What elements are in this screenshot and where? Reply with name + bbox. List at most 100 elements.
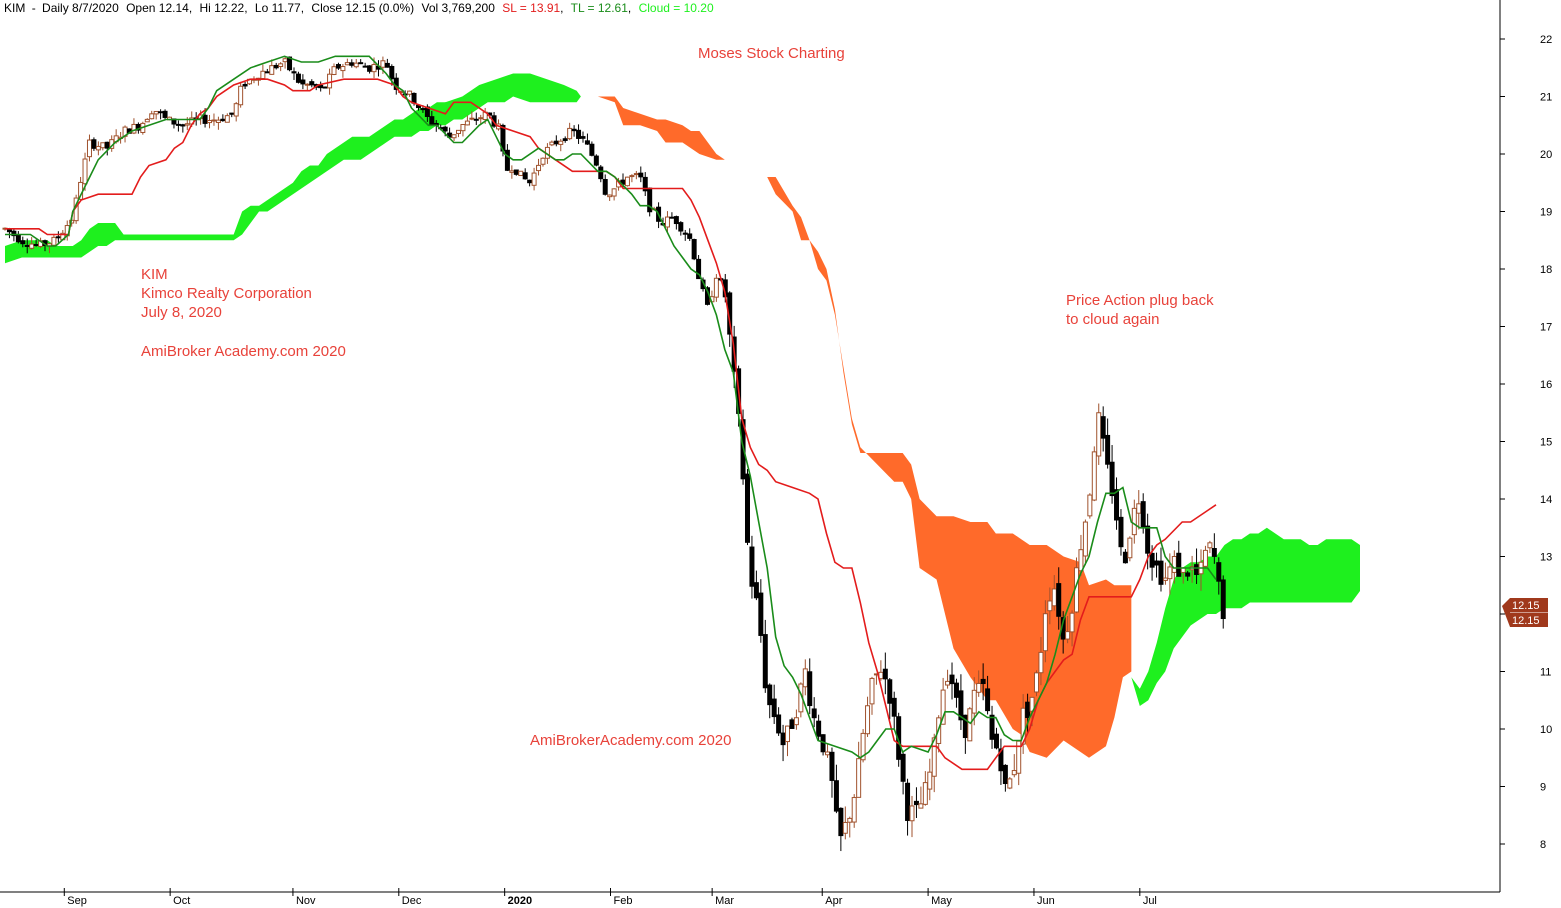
- candle: [1131, 499, 1137, 544]
- candle-body: [331, 66, 337, 75]
- candle-body: [673, 216, 679, 225]
- candle-body: [1069, 612, 1075, 633]
- candle-body: [1078, 549, 1084, 572]
- candle-body: [456, 129, 462, 134]
- candle-body: [1136, 503, 1142, 514]
- y-tick-label: 22: [1540, 34, 1552, 46]
- candle: [518, 170, 524, 176]
- candle-body: [900, 753, 906, 782]
- candle: [1202, 545, 1208, 569]
- candle-body: [362, 65, 368, 68]
- series-line-sl: [5, 78, 1217, 771]
- candle-body: [407, 90, 413, 95]
- candle-body: [624, 176, 630, 187]
- candle: [287, 56, 293, 72]
- candle: [1216, 557, 1222, 595]
- candle-body: [1154, 560, 1160, 566]
- candle-body: [100, 142, 106, 149]
- candle: [358, 59, 364, 65]
- candle-body: [980, 678, 986, 685]
- candle: [233, 101, 239, 122]
- candle: [456, 129, 462, 138]
- candle: [1042, 600, 1048, 663]
- candle: [700, 277, 706, 292]
- candle-body: [713, 277, 719, 298]
- candle-body: [1171, 555, 1177, 573]
- candle: [473, 112, 479, 126]
- annotation-price-action-line1: Price Action plug back: [1066, 292, 1214, 309]
- candle: [576, 124, 582, 144]
- candle-body: [215, 119, 221, 123]
- candle: [295, 71, 301, 84]
- header-comma-1: ,: [189, 1, 192, 15]
- candle: [407, 90, 413, 97]
- candle: [540, 157, 546, 167]
- candle: [664, 211, 670, 233]
- candle-body: [522, 172, 528, 180]
- candle-body: [580, 136, 586, 139]
- candle-body: [664, 216, 670, 228]
- candle: [1065, 616, 1071, 644]
- candle-body: [131, 123, 137, 134]
- candle-body: [589, 143, 595, 156]
- candle-body: [1096, 412, 1102, 457]
- candle-body: [842, 821, 848, 834]
- x-axis: Sep Oct Nov Dec 2020 Feb Mar Apr May Jun Jul: [63, 888, 1157, 907]
- candle: [691, 238, 697, 261]
- candle-body: [1025, 701, 1031, 719]
- header-symbol: KIM: [4, 1, 25, 15]
- candle: [207, 114, 213, 129]
- candle-body: [1194, 564, 1200, 575]
- candle-body: [633, 173, 639, 176]
- candle-body: [11, 230, 17, 237]
- candle: [1078, 534, 1084, 576]
- candle: [891, 691, 897, 730]
- candle: [593, 154, 599, 167]
- candle: [144, 118, 150, 123]
- candle: [242, 81, 248, 90]
- candle-body: [1140, 501, 1146, 528]
- candle: [927, 758, 933, 801]
- candle-body: [967, 708, 973, 742]
- candle-body: [233, 103, 239, 117]
- candle: [584, 133, 590, 145]
- header-low: Lo 11.77: [255, 1, 301, 15]
- candle: [918, 786, 924, 809]
- candle-body: [776, 714, 782, 734]
- candle-body: [1118, 516, 1124, 548]
- candle: [1162, 562, 1168, 585]
- annotation-symbol: KIM: [141, 266, 168, 283]
- candle-body: [593, 155, 599, 166]
- candle-body: [1011, 770, 1017, 776]
- candle: [1056, 567, 1062, 630]
- candle-body: [344, 62, 350, 66]
- y-tick-label: 8: [1540, 839, 1546, 851]
- candle: [647, 187, 653, 217]
- candle-body: [891, 697, 897, 717]
- header-sep-1: -: [32, 1, 36, 15]
- candle: [865, 696, 871, 737]
- annotation-company: Kimco Realty Corporation: [141, 285, 312, 302]
- candle-body: [629, 175, 635, 178]
- candle-body: [224, 115, 230, 123]
- candle-body: [1149, 552, 1155, 568]
- candle-body: [1002, 764, 1008, 785]
- candle-body: [851, 797, 857, 823]
- candle: [1096, 403, 1102, 465]
- candle-body: [540, 157, 546, 165]
- candle-body: [865, 705, 871, 735]
- y-tick-label: 21: [1540, 92, 1552, 104]
- header-open: Open 12.14: [126, 1, 189, 15]
- candle-body: [260, 70, 266, 80]
- y-tick-label: 16: [1540, 379, 1552, 391]
- candle: [536, 158, 542, 176]
- candle: [909, 795, 915, 838]
- candle-body: [958, 690, 964, 721]
- candle: [1100, 406, 1106, 452]
- y-tick-label: 20: [1540, 149, 1552, 161]
- candle-body: [567, 127, 573, 140]
- candle-body: [304, 83, 310, 86]
- candle: [580, 131, 586, 143]
- candle: [816, 714, 822, 741]
